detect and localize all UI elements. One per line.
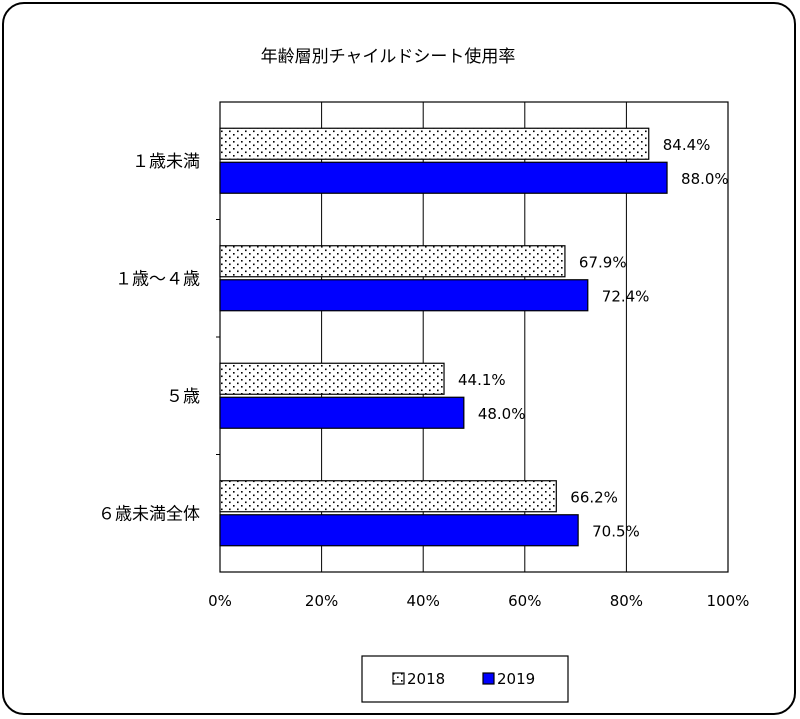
data-label: 70.5% bbox=[592, 522, 640, 540]
plot-area: 0% 20% 40% 60% 80% 100% １歳未満 84.4% 88.0% １歳～４歳 67.… bbox=[98, 101, 750, 610]
bar-2019 bbox=[219, 161, 668, 194]
bar-2018 bbox=[219, 362, 445, 395]
bar-2018 bbox=[219, 480, 557, 513]
bar-2019 bbox=[219, 279, 589, 312]
data-label: 44.1% bbox=[458, 371, 506, 389]
data-label: 48.0% bbox=[478, 405, 526, 423]
data-label: 66.2% bbox=[570, 488, 618, 506]
legend-label-2019: 2019 bbox=[497, 670, 535, 688]
legend-swatch-2018 bbox=[392, 672, 405, 685]
x-tick-label: 100% bbox=[707, 592, 750, 610]
legend-label-2018: 2018 bbox=[407, 670, 445, 688]
bar-2019 bbox=[219, 396, 465, 429]
legend-swatch-2019 bbox=[482, 672, 495, 685]
category-label: １歳～４歳 bbox=[115, 269, 200, 289]
bar-2018 bbox=[219, 245, 566, 278]
x-tick-label: 40% bbox=[407, 592, 440, 610]
data-label: 67.9% bbox=[579, 253, 627, 271]
category-label: ６歳未満全体 bbox=[98, 504, 200, 524]
x-tick-label: 80% bbox=[610, 592, 643, 610]
x-tick-label: 20% bbox=[305, 592, 338, 610]
data-label: 72.4% bbox=[602, 287, 650, 305]
x-tick-label: 0% bbox=[208, 592, 232, 610]
bar-2018 bbox=[219, 127, 650, 160]
x-tick-label: 60% bbox=[508, 592, 541, 610]
chart-title: 年齢層別チャイルドシート使用率 bbox=[261, 46, 516, 67]
legend: 2018 2019 bbox=[361, 655, 569, 703]
category-label: １歳未満 bbox=[132, 152, 200, 172]
data-label: 84.4% bbox=[663, 136, 711, 154]
category-label: ５歳 bbox=[166, 387, 200, 407]
bar-2019 bbox=[219, 514, 579, 547]
data-label: 88.0% bbox=[681, 170, 729, 188]
